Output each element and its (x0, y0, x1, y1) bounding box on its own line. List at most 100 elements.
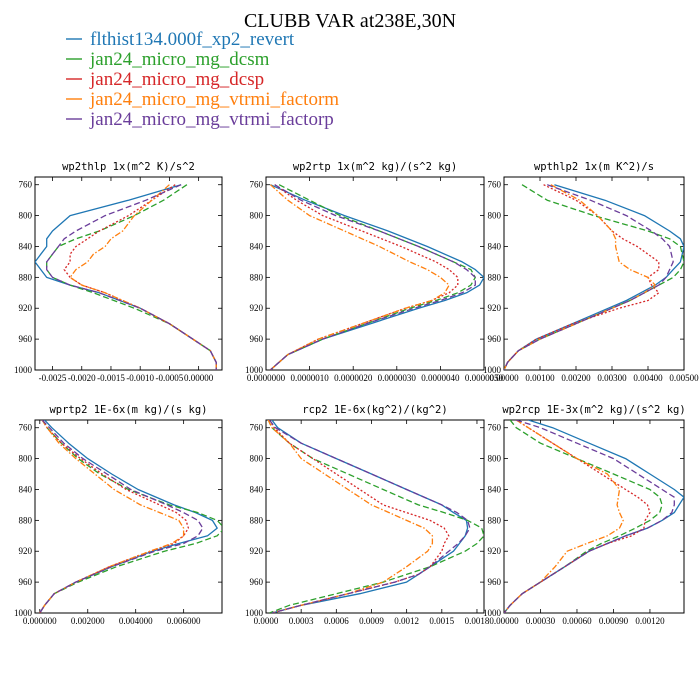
panel-frame-0 (34, 176, 223, 371)
x-tick-label-2-2: 0.00200 (561, 373, 591, 383)
y-tick-label-3-1: 800 (19, 454, 33, 464)
x-tick-label-1-2: 0.0000020 (334, 373, 373, 383)
legend: flthist134.000f_xp2_revertjan24_micro_mg… (66, 29, 339, 130)
y-tick-label-2-4: 920 (488, 303, 502, 313)
y-tick-label-1-4: 920 (250, 303, 264, 313)
series-line-4-0 (271, 420, 469, 613)
y-tick-label-3-4: 920 (19, 546, 33, 556)
x-tick-label-5-3: 0.00090 (599, 616, 629, 626)
legend-label-2: jan24_micro_mg_dcsp (89, 69, 264, 90)
y-tick-label-2-2: 840 (488, 241, 502, 251)
series-line-3-0 (39, 420, 218, 613)
y-tick-label-3-0: 760 (19, 423, 33, 433)
series-group-0 (35, 184, 217, 370)
y-tick-label-3-2: 840 (19, 484, 33, 494)
y-tick-label-0-4: 920 (19, 303, 33, 313)
panel-4: rcp2 1E-6x(kg^2)/(kg^2) 760 800 840 880 920 96… (245, 404, 490, 626)
x-tick-label-2-3: 0.00300 (597, 373, 627, 383)
y-tick-label-1-1: 800 (250, 211, 264, 221)
x-tick-label-2-0: 0.00000 (489, 373, 519, 383)
legend-label-4: jan24_micro_mg_vtrmi_factorp (89, 109, 334, 130)
x-tick-label-4-6: 0.0018 (465, 616, 490, 626)
series-group-4 (267, 420, 484, 613)
y-tick-label-5-0: 760 (488, 423, 502, 433)
panel-title-5: wp2rcp 1E-3x(m^2 kg)/(s^2 kg) (502, 404, 685, 416)
y-tick-label-5-1: 800 (488, 454, 502, 464)
series-group-2 (504, 184, 684, 370)
series-line-3-4 (39, 420, 204, 613)
y-tick-label-0-5: 960 (19, 334, 33, 344)
y-tick-label-5-4: 920 (488, 546, 502, 556)
y-tick-label-2-6: 1000 (483, 365, 502, 375)
y-tick-label-0-0: 760 (19, 180, 33, 190)
panel-frame-3 (34, 419, 223, 614)
x-tick-label-0-0: -0.0025 (39, 373, 67, 383)
y-tick-label-1-5: 960 (250, 334, 264, 344)
series-line-1-3 (269, 184, 450, 370)
x-tick-label-0-5: 0.00000 (184, 373, 214, 383)
series-line-0-0 (35, 184, 217, 370)
panel-frame-1 (265, 176, 485, 371)
y-tick-label-1-3: 880 (250, 272, 264, 282)
series-line-5-4 (504, 420, 675, 613)
x-tick-label-2-1: 0.00100 (525, 373, 555, 383)
y-tick-label-0-1: 800 (19, 211, 33, 221)
series-line-5-0 (504, 420, 684, 613)
x-tick-label-4-1: 0.0003 (289, 616, 314, 626)
series-line-2-3 (504, 184, 656, 370)
panel-2: wpthlp2 1x(m K^2)/s 760 800 840 880 920 960 100… (483, 161, 699, 383)
x-tick-label-4-3: 0.0009 (359, 616, 384, 626)
x-tick-label-0-4: -0.0005 (156, 373, 184, 383)
x-tick-label-2-4: 0.00400 (633, 373, 663, 383)
panel-title-4: rcp2 1E-6x(kg^2)/(kg^2) (302, 404, 447, 416)
figure-title: CLUBB VAR at238E,30N (244, 10, 456, 32)
panel-title-1: wp2rtp 1x(m^2 kg)/(s^2 kg) (293, 161, 457, 173)
series-line-1-4 (269, 184, 476, 370)
y-tick-label-4-1: 800 (250, 454, 264, 464)
x-tick-label-4-2: 0.0006 (324, 616, 349, 626)
y-tick-label-2-1: 800 (488, 211, 502, 221)
x-tick-label-1-5: 0.0000050 (465, 373, 504, 383)
panel-title-0: wp2thlp 1x(m^2 K)/s^2 (62, 161, 195, 173)
series-line-3-3 (39, 420, 185, 613)
panel-title-2: wpthlp2 1x(m K^2)/s (534, 161, 654, 173)
x-tick-label-1-4: 0.0000040 (421, 373, 460, 383)
series-line-3-1 (39, 420, 222, 613)
series-line-2-0 (504, 184, 684, 370)
series-line-5-1 (504, 420, 663, 613)
y-tick-label-4-6: 1000 (245, 608, 264, 618)
y-tick-label-4-3: 880 (250, 515, 264, 525)
series-line-5-3 (504, 420, 624, 613)
series-line-0-1 (46, 184, 217, 370)
y-tick-label-0-6: 1000 (14, 365, 33, 375)
series-line-2-4 (504, 184, 674, 370)
legend-label-1: jan24_micro_mg_dcsm (89, 49, 270, 70)
y-tick-label-5-3: 880 (488, 515, 502, 525)
y-tick-label-4-5: 960 (250, 577, 264, 587)
y-tick-label-2-0: 760 (488, 180, 502, 190)
panel-5: wp2rcp 1E-3x(m^2 kg)/(s^2 kg)760 800 840 88… (483, 404, 686, 626)
series-line-1-0 (269, 184, 484, 370)
panel-0: wp2thlp 1x(m^2 K)/s^2 760 800 840 880 920 960 1… (14, 161, 223, 383)
x-tick-label-5-0: 0.00000 (489, 616, 519, 626)
x-tick-label-0-1: -0.0020 (68, 373, 96, 383)
series-line-1-1 (269, 184, 476, 370)
x-tick-label-3-3: 0.006000 (167, 616, 201, 626)
panel-title-3: wprtp2 1E-6x(m kg)/(s kg) (49, 404, 207, 416)
x-tick-label-1-0: 0.0000000 (247, 373, 286, 383)
panel-1: wp2rtp 1x(m^2 kg)/(s^2 kg) 760 800 840 880 92… (245, 161, 504, 383)
panel-frame-4 (265, 419, 485, 614)
series-line-0-2 (63, 184, 217, 370)
series-group-3 (39, 420, 222, 613)
x-tick-label-3-0: 0.000000 (23, 616, 57, 626)
panels: wp2thlp 1x(m^2 K)/s^2 760 800 840 880 920 960 1… (14, 161, 699, 626)
y-tick-label-1-2: 840 (250, 241, 264, 251)
series-line-4-1 (267, 420, 484, 613)
panel-3: wprtp2 1E-6x(m kg)/(s kg) 760 800 840 880 920… (14, 404, 223, 626)
y-tick-label-5-2: 840 (488, 484, 502, 494)
y-tick-label-2-5: 960 (488, 334, 502, 344)
series-line-5-2 (504, 420, 651, 613)
legend-label-3: jan24_micro_mg_vtrmi_factorm (89, 89, 339, 110)
x-tick-label-3-2: 0.004000 (119, 616, 153, 626)
